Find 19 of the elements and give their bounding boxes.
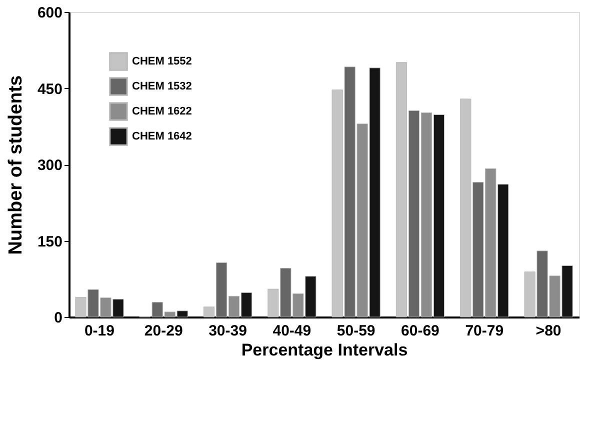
x-tick-label: 30-39 [208, 322, 247, 340]
x-tick-label: >80 [536, 322, 562, 340]
y-tick-label: 450 [37, 80, 62, 98]
legend-label: CHEM 1622 [132, 106, 192, 118]
x-tick-label: 70-79 [465, 322, 504, 340]
y-tick-label: 150 [37, 233, 62, 250]
y-tick-label: 600 [37, 4, 62, 22]
legend-label: CHEM 1532 [132, 80, 192, 92]
x-tick-label: 50-59 [336, 322, 376, 340]
x-tick-label: 40-49 [272, 322, 312, 340]
y-tick-label: 300 [37, 157, 62, 174]
x-tick-label: 0-19 [84, 322, 114, 340]
y-tick-label: 0 [54, 310, 62, 326]
x-axis-title: Percentage Intervals [241, 340, 408, 360]
x-tick-label: 60-69 [401, 322, 440, 340]
legend-label: CHEM 1642 [132, 130, 192, 142]
y-axis-title: Number of students [5, 75, 26, 255]
x-tick-label: 20-29 [144, 322, 183, 340]
legend-label: CHEM 1552 [132, 56, 192, 68]
